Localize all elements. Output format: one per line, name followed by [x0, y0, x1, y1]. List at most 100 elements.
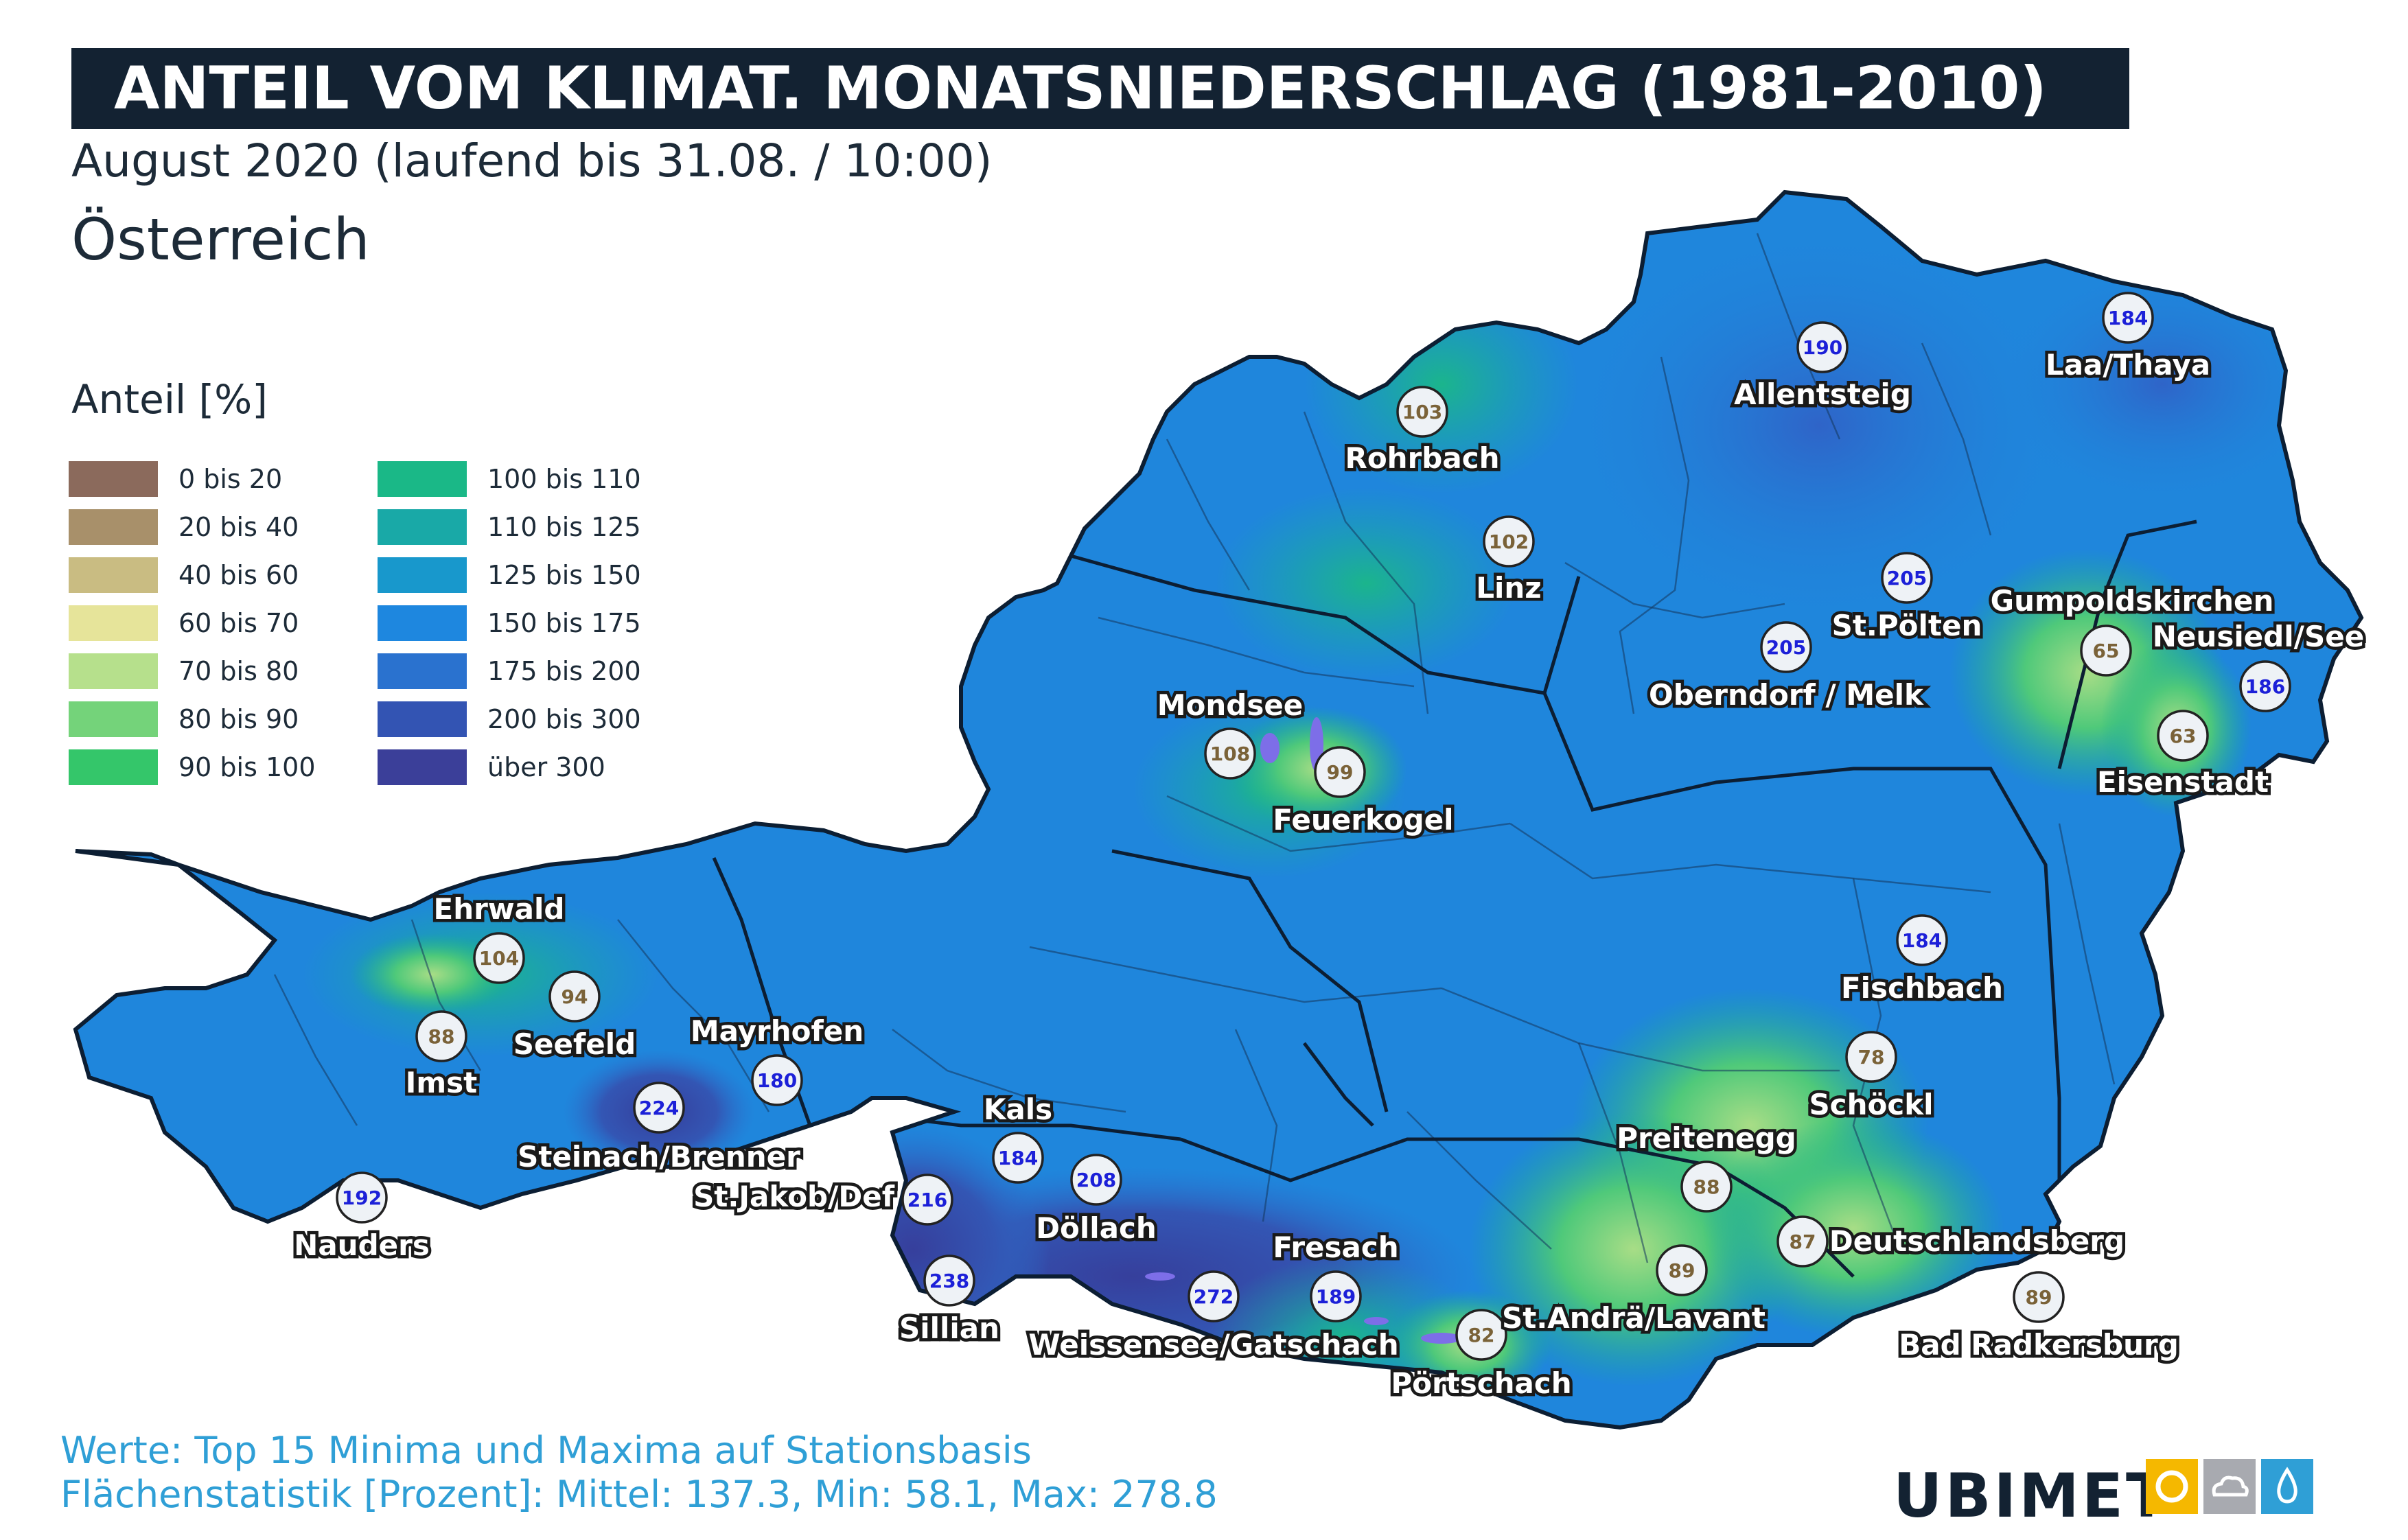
station-value: 104 — [479, 947, 519, 970]
station-marker-circle — [1483, 515, 1535, 568]
legend-item: 70 bis 80 — [69, 652, 299, 690]
station-value: 238 — [929, 1270, 969, 1292]
station-value: 65 — [2093, 640, 2120, 662]
legend-swatch — [378, 605, 467, 641]
legend-swatch — [378, 653, 467, 689]
footnote-area-statistics: Flächenstatistik [Prozent]: Mittel: 137.… — [60, 1473, 1218, 1516]
legend-swatch — [69, 509, 158, 545]
station-value: 216 — [907, 1189, 947, 1211]
station-marker: 63 Eisenstadt — [2094, 710, 2272, 802]
station-name: Fresach — [1273, 1230, 1398, 1264]
station-value: 108 — [1210, 743, 1250, 765]
station-marker: 224 Steinach/Brenner — [515, 1082, 804, 1177]
station-marker-circle — [2157, 710, 2209, 762]
station-value: 88 — [428, 1025, 455, 1048]
station-value: 99 — [1327, 761, 1354, 784]
station-marker-circle — [1314, 746, 1366, 798]
station-marker-circle — [1188, 1270, 1240, 1322]
drop-icon — [2261, 1459, 2313, 1514]
station-name: St.Andrä/Lavant — [1502, 1301, 1766, 1335]
station-marker-circle — [1896, 914, 1948, 966]
legend-item: 200 bis 300 — [378, 700, 641, 738]
station-marker: 89 St.Andrä/Lavant — [1499, 1244, 1768, 1338]
station-marker: 205 Oberndorf / Melk — [1646, 621, 1927, 715]
station-value: 102 — [1489, 530, 1529, 553]
station-marker: 184 Laa/Thaya — [2042, 292, 2214, 385]
station-name: Feuerkogel — [1273, 803, 1453, 837]
station-marker: 216 St.Jakob/Def — [691, 1174, 953, 1226]
station-name: Pörtschach — [1391, 1366, 1571, 1400]
station-name: Deutschlandsberg — [1829, 1224, 2125, 1258]
sun-icon — [2146, 1459, 2198, 1514]
district-boundaries — [273, 233, 2116, 1263]
station-marker-circle — [1455, 1309, 1507, 1361]
legend-swatch — [69, 749, 158, 785]
station-value: 63 — [2170, 725, 2197, 747]
station-value: 184 — [1902, 929, 1942, 952]
station-marker-circle — [336, 1171, 388, 1224]
station-marker-circle — [415, 1010, 467, 1062]
legend-label: 125 bis 150 — [487, 560, 641, 590]
station-marker-circle — [1760, 621, 1812, 673]
station-name: Mayrhofen — [691, 1014, 864, 1048]
station-marker: 89 Bad Radkersburg — [1896, 1271, 2181, 1365]
legend-label: 60 bis 70 — [178, 608, 299, 638]
legend-swatch — [378, 701, 467, 737]
station-marker-circle — [1070, 1154, 1122, 1206]
station-marker-circle — [1310, 1270, 1362, 1322]
station-value: 89 — [1669, 1259, 1695, 1282]
station-marker: 65 Gumpoldskirchen — [1987, 581, 2277, 677]
legend-label: 150 bis 175 — [487, 608, 641, 638]
station-name: Steinach/Brenner — [518, 1140, 800, 1174]
station-marker: 99 Feuerkogel — [1270, 746, 1457, 840]
ubimet-logo: UBIMET — [1893, 1460, 2170, 1531]
station-marker: 78 Schöckl — [1806, 1031, 1936, 1125]
station-marker: 88 Preitenegg — [1614, 1119, 1799, 1213]
legend-item: 80 bis 90 — [69, 700, 299, 738]
station-name: Döllach — [1036, 1211, 1157, 1245]
station-marker: 180 Mayrhofen — [687, 1012, 867, 1106]
legend-label: 80 bis 90 — [178, 704, 299, 734]
station-marker-circle — [992, 1132, 1044, 1184]
legend-item: 100 bis 110 — [378, 460, 641, 498]
stations-layer: 190 Allentsteig 184 Laa/Thaya 103 Rohrbach 102… — [291, 292, 2368, 1403]
station-value: 103 — [1402, 401, 1442, 423]
station-name: Eisenstadt — [2097, 765, 2269, 799]
legend-item: 150 bis 175 — [378, 604, 641, 642]
station-marker: 189 Fresach — [1270, 1228, 1402, 1322]
station-name: St.Pölten — [1832, 609, 1982, 642]
station-value: 190 — [1803, 336, 1842, 359]
legend-label: 100 bis 110 — [487, 464, 641, 494]
legend-item: 60 bis 70 — [69, 604, 299, 642]
station-marker: 190 Allentsteig — [1731, 321, 1914, 415]
station-name: Linz — [1476, 571, 1542, 605]
legend-item: 110 bis 125 — [378, 508, 641, 546]
station-marker-circle — [1796, 321, 1849, 373]
station-value: 89 — [2026, 1286, 2052, 1309]
legend-swatch — [69, 461, 158, 497]
station-name: Bad Radkersburg — [1899, 1328, 2179, 1362]
station-value: 192 — [342, 1187, 382, 1209]
legend-title: Anteil [%] — [71, 376, 268, 423]
station-name: Sillian — [899, 1311, 999, 1345]
station-name: Mondsee — [1157, 688, 1304, 722]
station-marker-circle — [1845, 1031, 1897, 1083]
legend-item: über 300 — [378, 748, 605, 786]
station-name: Neusiedl/See — [2153, 620, 2364, 653]
station-value: 272 — [1194, 1285, 1234, 1308]
station-marker-circle — [901, 1174, 953, 1226]
legend-item: 125 bis 150 — [378, 556, 641, 594]
station-value: 94 — [562, 985, 588, 1008]
map-subtitle: August 2020 (laufend bis 31.08. / 10:00) — [71, 135, 993, 187]
station-value: 184 — [2108, 307, 2148, 329]
station-marker: 205 St.Pölten — [1829, 552, 1985, 646]
station-marker-circle — [548, 970, 601, 1023]
station-value: 189 — [1316, 1285, 1356, 1308]
station-marker: 108 Mondsee — [1154, 686, 1306, 780]
station-name: Ehrwald — [434, 892, 565, 926]
station-marker: 184 Kals — [980, 1090, 1056, 1184]
legend-label: 200 bis 300 — [487, 704, 641, 734]
station-marker-circle — [1881, 552, 1933, 604]
station-value: 88 — [1693, 1176, 1720, 1198]
